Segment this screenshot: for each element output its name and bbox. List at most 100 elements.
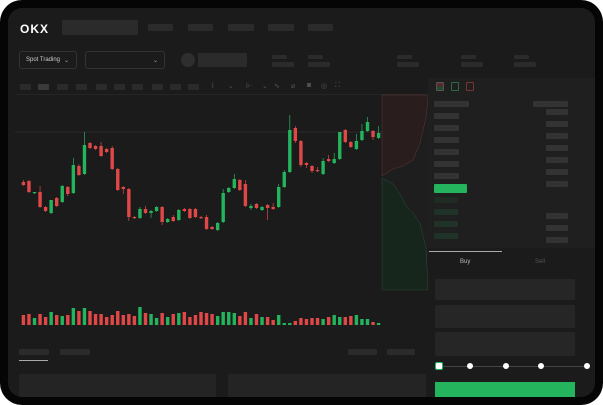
volume-bar xyxy=(154,318,159,325)
book-bids-icon[interactable] xyxy=(451,82,459,91)
timeframe-button[interactable] xyxy=(152,84,163,90)
volume-bar xyxy=(121,315,125,325)
nav-item[interactable] xyxy=(148,24,173,31)
line-tool-icon[interactable]: ∿ xyxy=(274,83,280,90)
amount-input[interactable] xyxy=(435,305,575,328)
last-price-badge xyxy=(434,184,467,193)
candle xyxy=(149,211,153,213)
volume-bar xyxy=(116,311,120,325)
ask-size xyxy=(546,145,568,151)
fullscreen-icon[interactable]: ⛶ xyxy=(335,82,340,89)
ask-price xyxy=(434,113,459,119)
total-input[interactable] xyxy=(435,332,575,356)
candle xyxy=(360,131,364,140)
volume-bar xyxy=(310,318,314,325)
timeframe-button[interactable] xyxy=(96,84,107,90)
volume-bar xyxy=(77,311,81,325)
orders-panel-right xyxy=(228,374,426,397)
candle xyxy=(104,149,109,152)
nav-item[interactable] xyxy=(308,24,333,31)
candle xyxy=(215,223,220,230)
candle xyxy=(171,217,175,221)
volume-bar xyxy=(338,317,342,325)
volume-bar xyxy=(160,313,164,325)
slider-step-75[interactable] xyxy=(538,363,544,369)
volume-bar xyxy=(265,317,270,325)
timeframe-button[interactable] xyxy=(132,84,143,90)
tab-order-history[interactable] xyxy=(60,349,90,355)
book-asks-icon[interactable] xyxy=(466,82,474,91)
timeframe-button[interactable] xyxy=(76,84,87,90)
slider-handle[interactable] xyxy=(435,362,443,370)
slider-step-25[interactable] xyxy=(467,363,473,369)
okx-logo[interactable]: OKX xyxy=(20,22,50,36)
candle xyxy=(293,128,298,141)
chart-type-icon[interactable]: ⊩ xyxy=(246,83,253,90)
volume-bar xyxy=(138,307,142,325)
view-all-button[interactable] xyxy=(387,349,415,355)
ask-size xyxy=(546,133,568,139)
book-both-icon[interactable] xyxy=(436,82,444,91)
volume-bar xyxy=(110,315,114,325)
draw-tool-icon[interactable]: ⌀ xyxy=(291,83,296,90)
volume-bar xyxy=(210,314,214,325)
volume-bar xyxy=(193,315,198,325)
volume-bar xyxy=(66,315,70,325)
candlestick-chart[interactable] xyxy=(8,8,595,397)
nav-item[interactable] xyxy=(268,24,294,31)
chevron-down-icon: ⌄ xyxy=(152,57,158,64)
stat-label xyxy=(272,55,287,59)
nav-item[interactable] xyxy=(188,24,213,31)
stat-value xyxy=(514,62,536,67)
timeframe-button[interactable] xyxy=(114,84,125,90)
price-input[interactable] xyxy=(435,279,575,300)
indicator-icon[interactable]: ⌇ xyxy=(211,83,215,90)
volume-bar xyxy=(371,322,375,325)
candle xyxy=(315,170,320,172)
search-bar[interactable] xyxy=(62,20,138,35)
candle xyxy=(310,166,314,171)
percent-slider-track[interactable] xyxy=(439,366,587,367)
tab-sell[interactable]: Sell xyxy=(535,259,546,265)
timeframe-button[interactable] xyxy=(38,84,49,90)
settings-icon[interactable]: ◎ xyxy=(321,83,328,90)
bid-size xyxy=(546,225,568,231)
volume-bar xyxy=(149,314,153,325)
volume-bar xyxy=(171,314,175,325)
slider-step-100[interactable] xyxy=(584,363,590,369)
slider-step-50[interactable] xyxy=(503,363,509,369)
volume-bar xyxy=(354,315,359,325)
candle xyxy=(321,161,325,174)
candle xyxy=(160,207,164,222)
tab-open-orders[interactable] xyxy=(19,349,49,355)
pair-select[interactable]: ⌄ xyxy=(85,51,165,69)
stat-label xyxy=(461,55,476,59)
market-type-select[interactable]: Spot Trading ⌄ xyxy=(19,51,77,69)
bid-size xyxy=(546,213,568,219)
volume-bar xyxy=(332,315,336,325)
timeframe-button[interactable] xyxy=(20,84,31,90)
timeframe-button[interactable] xyxy=(57,84,68,90)
volume-bar xyxy=(55,315,59,325)
chevron-down-icon[interactable]: ⌄ xyxy=(262,83,268,90)
nav-item[interactable] xyxy=(228,24,254,31)
volume-bar xyxy=(60,316,64,325)
candle xyxy=(265,205,270,208)
timeframe-button[interactable] xyxy=(170,84,181,90)
tab-buy[interactable]: Buy xyxy=(460,259,471,265)
ask-size xyxy=(546,181,568,187)
volume-bar xyxy=(232,313,236,325)
candle xyxy=(260,207,264,210)
candle xyxy=(232,179,236,188)
bid-size xyxy=(546,237,568,243)
volume-bar xyxy=(21,315,26,325)
chevron-down-icon: ⌄ xyxy=(64,57,70,64)
chevron-down-icon[interactable]: ⌄ xyxy=(228,83,234,90)
timeframe-button[interactable] xyxy=(188,84,199,90)
filter-button[interactable] xyxy=(348,349,377,355)
volume-bar xyxy=(326,317,331,325)
buy-button[interactable] xyxy=(435,382,575,397)
volume-bar xyxy=(304,319,309,325)
screenshot-icon[interactable]: ◙ xyxy=(307,82,312,89)
